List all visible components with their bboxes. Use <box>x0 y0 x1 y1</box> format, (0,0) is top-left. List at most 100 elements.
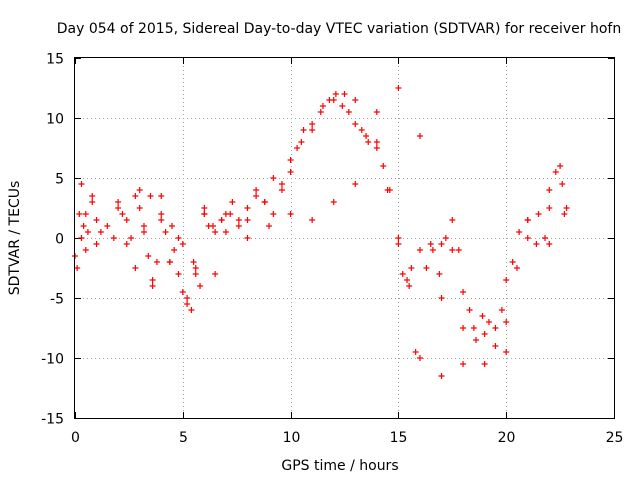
data-point <box>179 289 186 295</box>
data-point <box>395 85 402 91</box>
x-tick-label: 15 <box>390 430 408 446</box>
data-point <box>147 193 154 199</box>
data-point <box>190 259 197 265</box>
x-tick-label: 20 <box>498 430 516 446</box>
data-point <box>270 175 277 181</box>
plot-frame <box>74 57 615 419</box>
data-point <box>300 127 307 133</box>
data-point <box>552 169 559 175</box>
data-point <box>466 307 473 313</box>
data-point <box>153 259 160 265</box>
data-point <box>80 223 87 229</box>
data-point <box>524 235 531 241</box>
data-point <box>266 223 273 229</box>
data-point <box>358 127 365 133</box>
data-point <box>136 205 143 211</box>
data-point <box>287 157 294 163</box>
data-point <box>78 235 85 241</box>
data-point <box>253 193 260 199</box>
data-point <box>380 163 387 169</box>
data-point <box>212 229 219 235</box>
data-point <box>535 211 542 217</box>
data-point <box>192 271 199 277</box>
data-point <box>404 277 411 283</box>
data-point <box>559 181 566 187</box>
data-point <box>140 223 147 229</box>
data-point <box>503 349 510 355</box>
data-point <box>557 163 564 169</box>
data-point <box>169 223 176 229</box>
y-axis-label: SDTVAR / TECUs <box>7 181 23 296</box>
data-point <box>162 229 169 235</box>
data-point <box>503 277 510 283</box>
data-point <box>201 211 208 217</box>
data-point <box>319 103 326 109</box>
data-point <box>76 211 83 217</box>
data-point <box>423 265 430 271</box>
data-point <box>416 133 423 139</box>
y-tick-label: 0 <box>55 232 64 248</box>
data-point <box>498 307 505 313</box>
x-tick-label: 10 <box>283 430 301 446</box>
data-point <box>442 235 449 241</box>
data-point <box>352 97 359 103</box>
data-point <box>175 271 182 277</box>
data-point <box>352 121 359 127</box>
data-point <box>406 283 413 289</box>
data-point <box>89 193 96 199</box>
data-point <box>145 253 152 259</box>
data-point <box>298 139 305 145</box>
data-point <box>209 223 216 229</box>
data-point <box>460 361 467 367</box>
data-point <box>149 283 156 289</box>
data-point <box>123 241 130 247</box>
data-point <box>473 337 480 343</box>
data-point <box>373 145 380 151</box>
data-point <box>412 349 419 355</box>
data-point <box>492 325 499 331</box>
data-point <box>395 235 402 241</box>
data-point <box>171 247 178 253</box>
data-point <box>546 205 553 211</box>
data-point <box>509 259 516 265</box>
data-point <box>408 265 415 271</box>
data-point <box>503 319 510 325</box>
data-point <box>330 199 337 205</box>
data-point <box>341 91 348 97</box>
data-point <box>78 181 85 187</box>
y-tick-label: -10 <box>41 352 64 368</box>
x-axis-label: GPS time / hours <box>281 458 398 474</box>
data-point <box>184 301 191 307</box>
data-point <box>395 241 402 247</box>
data-point <box>429 247 436 253</box>
y-tick-label: 15 <box>46 52 64 68</box>
data-point <box>427 241 434 247</box>
data-point <box>449 247 456 253</box>
data-point <box>132 193 139 199</box>
data-point <box>244 217 251 223</box>
data-point <box>104 223 111 229</box>
data-point <box>513 265 520 271</box>
data-point <box>485 319 492 325</box>
data-point <box>89 199 96 205</box>
data-point <box>542 235 549 241</box>
data-point <box>197 283 204 289</box>
data-point <box>373 139 380 145</box>
x-tick-label: 0 <box>71 430 80 446</box>
data-point <box>460 325 467 331</box>
data-point <box>244 235 251 241</box>
data-point <box>416 247 423 253</box>
data-point <box>270 211 277 217</box>
data-point <box>136 187 143 193</box>
data-point <box>158 211 165 217</box>
data-point <box>82 211 89 217</box>
data-point <box>546 187 553 193</box>
chart-title: Day 054 of 2015, Sidereal Day-to-day VTE… <box>57 21 621 37</box>
data-point <box>524 217 531 223</box>
data-point <box>345 109 352 115</box>
data-point <box>179 241 186 247</box>
data-point <box>158 217 165 223</box>
data-point <box>188 307 195 313</box>
data-point <box>436 271 443 277</box>
